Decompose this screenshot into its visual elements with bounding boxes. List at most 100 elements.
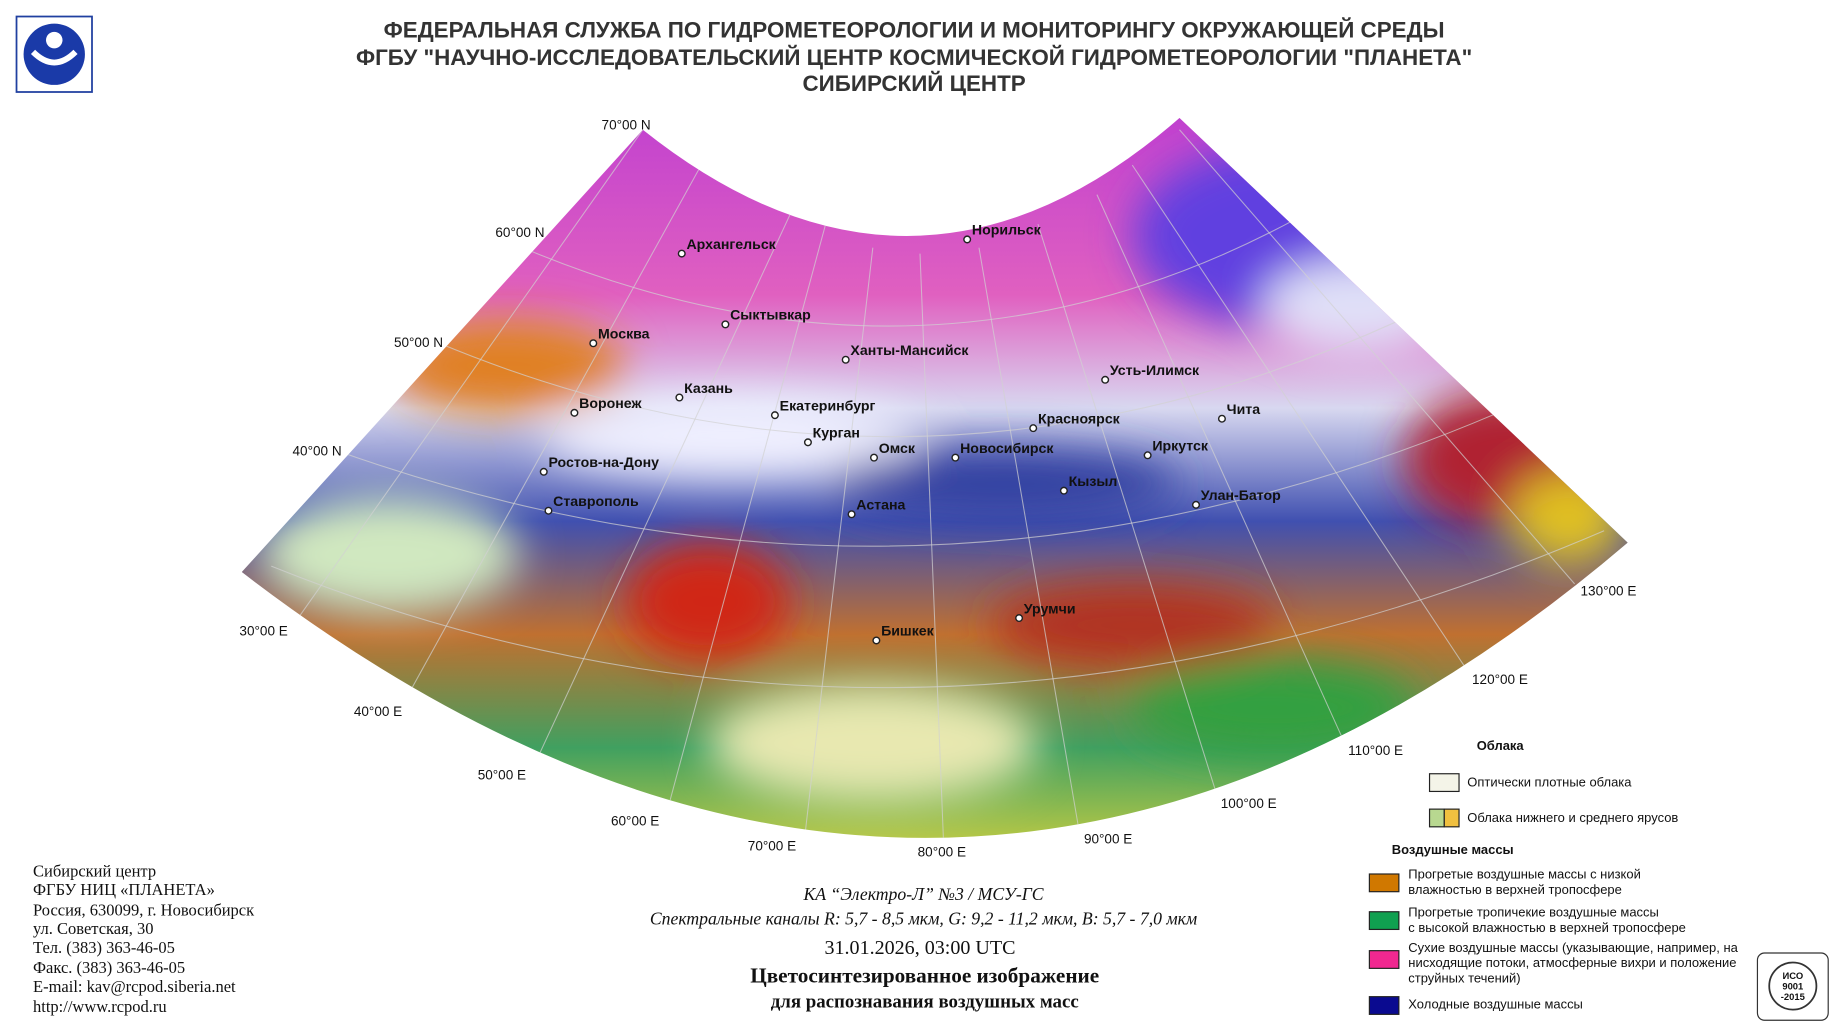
legend-item: струйных течений) [1408, 971, 1520, 986]
iso-logo: ИСО 9001 -2015 [1756, 952, 1829, 1021]
iso-ring [1768, 961, 1818, 1011]
footer-line: Факс. (383) 363-46-05 [33, 958, 185, 977]
legend-item: Прогретые тропичекие воздушные массы [1408, 904, 1659, 919]
city-dot [721, 320, 730, 329]
city-dot [847, 510, 856, 519]
city-label: Курган [813, 425, 860, 441]
legend-swatch [1428, 773, 1460, 793]
city-label: Ханты-Мансийск [850, 342, 969, 358]
city-label: Екатеринбург [780, 397, 876, 413]
legend-swatch [1368, 873, 1400, 893]
legend: Облака Оптически плотные облака Облака н… [1368, 738, 1739, 1015]
city-label: Иркутск [1152, 438, 1209, 454]
city-dot [675, 393, 684, 402]
city-dot [589, 339, 598, 348]
city-dot [1029, 424, 1038, 433]
footer-line: http://www.rcpod.ru [33, 997, 167, 1016]
patch [825, 448, 1180, 519]
caption-satellite: КА “Электро-Л” №3 / МСУ-ГС [802, 884, 1043, 904]
grat-label: 80°00 E [918, 844, 966, 859]
grat-label: 70°00 E [748, 838, 796, 853]
grat-label: 40°00 N [293, 443, 342, 458]
caption-datetime: 31.01.2026, 03:00 UTC [824, 937, 1015, 959]
patch [625, 542, 791, 661]
city-label: Норильск [972, 222, 1042, 238]
city-label: Москва [598, 326, 650, 342]
city-label: Воронеж [579, 395, 642, 411]
patch [990, 583, 1274, 667]
patch [1132, 660, 1416, 755]
legend-item: Облака нижнего и среднего ярусов [1467, 810, 1678, 825]
legend-swatch [1368, 950, 1400, 969]
footer-line: Сибирский центр [33, 861, 156, 880]
city-label: Новосибирск [960, 440, 1054, 456]
caption-title: для распознавания воздушных масс [771, 991, 1079, 1012]
legend-item: Сухие воздушные массы (указывающие, напр… [1408, 940, 1738, 955]
city-dot [544, 506, 553, 515]
legend-item: Холодные воздушные массы [1408, 996, 1583, 1011]
city-label: Улан-Батор [1201, 487, 1281, 503]
logo-arc [30, 49, 78, 66]
patch [1509, 471, 1628, 567]
footer-line: ФГБУ НИЦ «ПЛАНЕТА» [33, 880, 215, 899]
iso-text: ИСО [1782, 970, 1803, 981]
grat-label: 110°00 E [1348, 743, 1403, 758]
grat-label: 130°00 E [1581, 584, 1637, 599]
caption-channels: Спектральные каналы R: 5,7 - 8,5 мкм, G:… [650, 909, 1197, 929]
grat-label: 100°00 E [1221, 796, 1277, 811]
city-dot [1015, 614, 1024, 623]
city-label: Красноярск [1038, 410, 1121, 426]
parallel [495, 217, 1298, 327]
legend-swatch [1428, 808, 1445, 828]
patch [259, 495, 519, 614]
legend-item: нисходящие потоки, атмосферные вихри и п… [1408, 955, 1736, 970]
patch [707, 684, 1038, 803]
city-dot [1143, 451, 1152, 460]
city-label: Архангельск [686, 236, 776, 252]
city-dot [1191, 500, 1201, 509]
city-dot [677, 249, 686, 258]
city-dot [1101, 375, 1110, 384]
city-dot [869, 453, 879, 462]
logo-globe [23, 23, 85, 85]
legend-item: влажностью в верхней тропосфере [1408, 882, 1622, 897]
parallel [330, 412, 1499, 547]
city-dot [963, 235, 972, 244]
legend-item: Оптически плотные облака [1467, 775, 1632, 790]
grat-label: 70°00 N [602, 118, 651, 133]
city-label: Чита [1227, 401, 1261, 417]
grat-label: 30°00 E [239, 624, 287, 639]
parallel [436, 317, 1404, 438]
header-line: СИБИРСКИЙ ЦЕНТР [802, 71, 1025, 96]
footer-line: Россия, 630099, г. Новосибирск [33, 900, 255, 919]
patch [542, 395, 920, 478]
legend-title: Облака [1477, 738, 1525, 753]
city-dot [539, 467, 548, 476]
legend-swatch [1443, 808, 1460, 828]
grat-label: 50°00 E [478, 768, 526, 783]
city-label: Казань [684, 380, 733, 396]
caption-title: Цветосинтезированное изображение [750, 964, 1099, 988]
legend-swatch [1368, 996, 1400, 1015]
city-dot [770, 411, 779, 420]
city-label: Усть-Илимск [1110, 362, 1200, 378]
city-dot [1059, 486, 1068, 495]
iso-text: 9001 [1782, 981, 1803, 992]
grat-label: 50°00 N [394, 335, 443, 350]
city-label: Кызыл [1069, 473, 1118, 489]
city-dot [1217, 414, 1226, 423]
legend-item: Прогретые воздушные массы с низкой [1408, 867, 1641, 882]
grat-label: 60°00 N [495, 225, 544, 240]
header-line: ФГБУ "НАУЧНО-ИССЛЕДОВАТЕЛЬСКИЙ ЦЕНТР КОС… [356, 45, 1472, 70]
grat-label: 40°00 E [354, 704, 402, 719]
meridians [288, 129, 1576, 838]
footer-line: Тел. (383) 363-46-05 [33, 938, 175, 957]
city-label: Сыктывкар [730, 307, 811, 323]
legend-item: с высокой влажностью в верхней тропосфер… [1408, 920, 1686, 935]
footer-line: E-mail: kav@rcpod.siberia.net [33, 977, 236, 996]
city-dot [872, 636, 881, 645]
cities: Архангельск Норильск Сыктывкар Москва Ханты-… [539, 222, 1281, 645]
satellite-image [241, 117, 1628, 838]
grat-label: 60°00 E [611, 814, 659, 829]
